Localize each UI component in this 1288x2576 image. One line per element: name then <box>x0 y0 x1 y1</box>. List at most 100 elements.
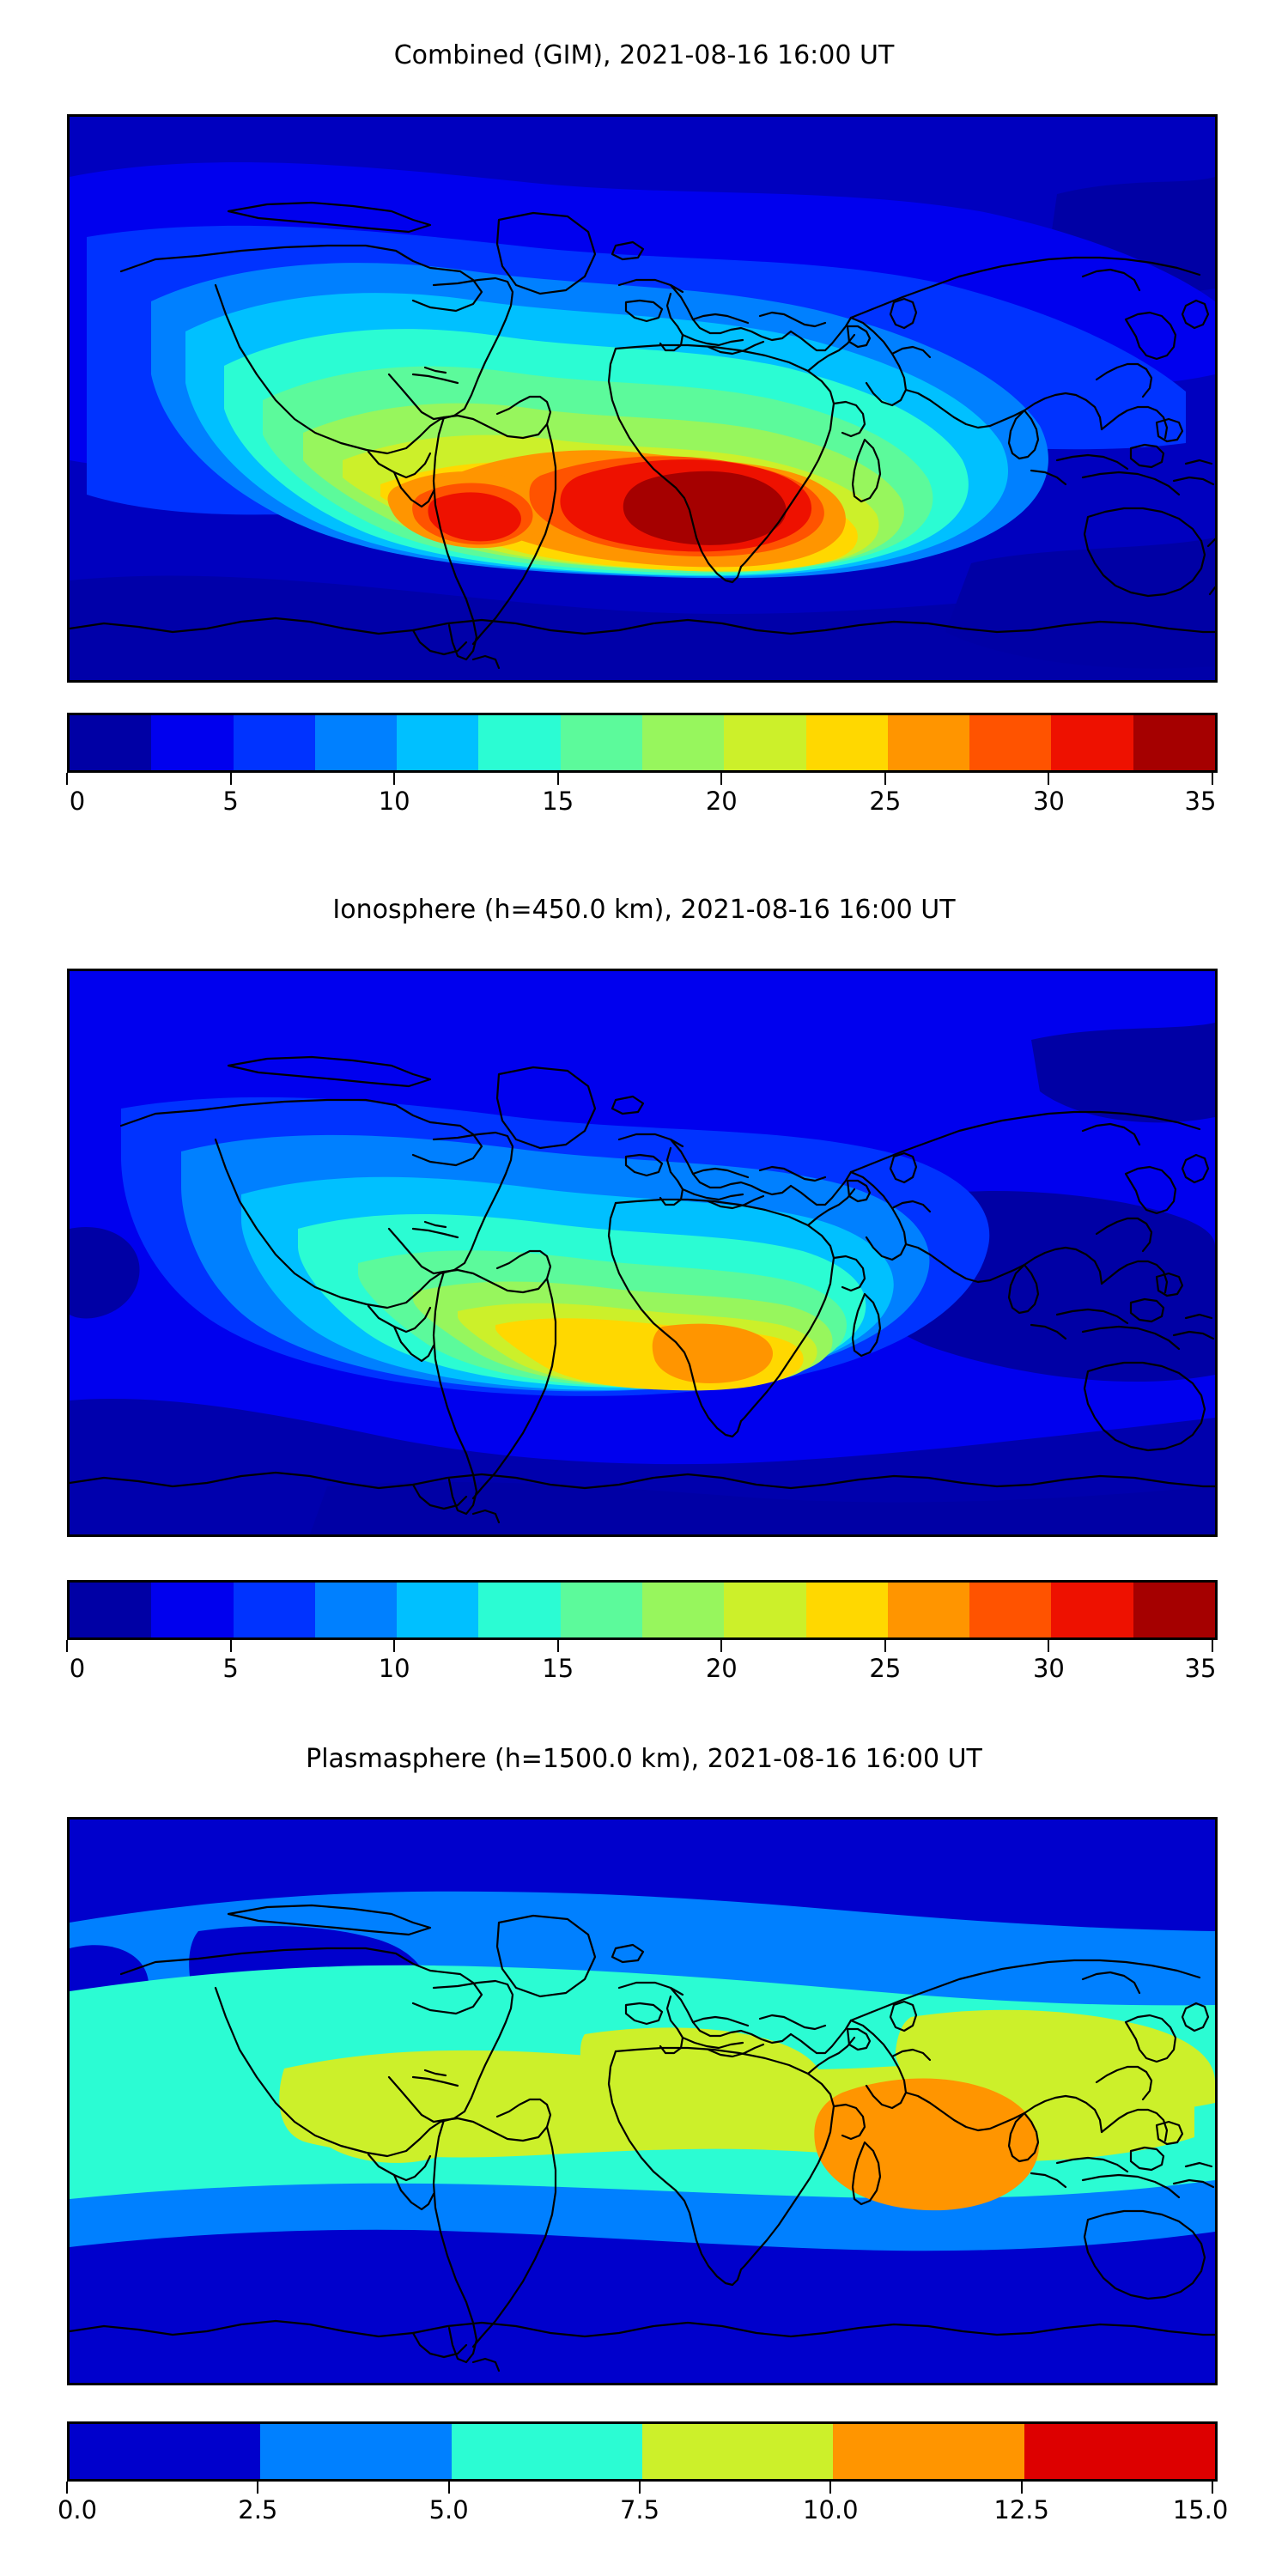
colorbar-segment <box>233 715 315 770</box>
colorbar-tick-label: 0 <box>69 1654 86 1683</box>
colorbar-tick <box>1212 2482 1213 2494</box>
colorbar-tick <box>447 2482 450 2494</box>
colorbar-segment <box>724 715 806 770</box>
colorbar-segment <box>1133 715 1215 770</box>
colorbar-segment <box>451 2424 642 2479</box>
colorbar-segment <box>724 1583 806 1637</box>
colorbar-tick-label: 12.5 <box>993 2495 1049 2524</box>
panel-plasmasphere: Plasmasphere (h=1500.0 km), 2021-08-16 1… <box>0 1745 1288 1774</box>
colorbar-segment <box>397 1583 479 1637</box>
colorbar-tick-label: 15.0 <box>1172 2495 1229 2524</box>
map-plasmasphere <box>67 1817 1218 2385</box>
colorbar-tick-label: 15 <box>542 1654 574 1683</box>
colorbar-segment <box>969 1583 1052 1637</box>
colorbar-tick <box>720 773 723 785</box>
colorbar-tick-label: 35 <box>1184 1654 1217 1683</box>
colorbar-tick-label: 0.0 <box>57 2495 98 2524</box>
colorbar-segment <box>805 1583 888 1637</box>
colorbar-ionosphere-axis: 0 5 10 15 20 25 30 35 <box>64 1640 1217 1688</box>
colorbar-combined-axis: 0 5 10 15 20 25 30 35 <box>64 773 1217 821</box>
colorbar-tick-label: 35 <box>1184 787 1217 816</box>
colorbar-tick <box>720 1640 723 1652</box>
panel-title-plasmasphere: Plasmasphere (h=1500.0 km), 2021-08-16 1… <box>306 1744 982 1774</box>
colorbar-segment <box>478 715 561 770</box>
colorbar-combined-wrap: 0 5 10 15 20 25 30 35 <box>64 713 1218 821</box>
colorbar-tick <box>66 2482 68 2494</box>
colorbar-plasmasphere-wrap: 0.0 2.5 5.0 7.5 10.0 12.5 15.0 <box>58 2421 1228 2530</box>
colorbar-tick <box>884 773 886 785</box>
colorbar-segment <box>233 1583 315 1637</box>
colorbar-segment <box>1024 2424 1215 2479</box>
colorbar-tick <box>393 1640 396 1652</box>
panel-title-ionosphere: Ionosphere (h=450.0 km), 2021-08-16 16:0… <box>332 895 956 925</box>
colorbar-segment <box>969 715 1052 770</box>
map-combined-gim <box>67 114 1218 683</box>
colorbar-tick-label: 5 <box>222 1654 239 1683</box>
colorbar-segment <box>478 1583 561 1637</box>
contour-bands-combined <box>70 162 1215 579</box>
colorbar-tick <box>229 1640 232 1652</box>
colorbar-tick-label: 30 <box>1032 787 1065 816</box>
colorbar-tick <box>1048 773 1050 785</box>
colorbar-tick <box>1048 1640 1050 1652</box>
colorbar-segment <box>887 1583 970 1637</box>
panel-combined-gim: Combined (GIM), 2021-08-16 16:00 UT <box>0 41 1288 70</box>
coastlines-ionosphere <box>70 1055 1215 1524</box>
colorbar-tick-label: 5 <box>222 787 239 816</box>
colorbar-tick-label: 10.0 <box>803 2495 859 2524</box>
colorbar-tick <box>884 1640 886 1652</box>
coastlines-combined <box>70 201 1215 670</box>
colorbar-tick-label: 7.5 <box>619 2495 660 2524</box>
colorbar-segment <box>887 715 970 770</box>
colorbar-segment <box>314 715 398 770</box>
colorbar-tick-label: 15 <box>542 787 574 816</box>
colorbar-ionosphere <box>67 1580 1218 1640</box>
map-svg-plasmasphere <box>70 1820 1215 2383</box>
colorbar-tick-label: 10 <box>378 1654 410 1683</box>
colorbar-tick <box>1020 2482 1023 2494</box>
colorbar-segment <box>1051 1583 1133 1637</box>
colorbar-tick <box>229 773 232 785</box>
colorbar-segment <box>70 1583 152 1637</box>
colorbar-tick <box>639 2482 641 2494</box>
colorbar-segment <box>151 715 234 770</box>
colorbar-tick <box>393 773 396 785</box>
colorbar-tick-label: 25 <box>869 1654 902 1683</box>
colorbar-tick-label: 5.0 <box>428 2495 469 2524</box>
coastlines-plasmasphere <box>70 1904 1215 2372</box>
colorbar-segment <box>260 2424 452 2479</box>
colorbar-segment <box>833 2424 1024 2479</box>
colorbar-tick-label: 25 <box>869 787 902 816</box>
colorbar-tick <box>257 2482 259 2494</box>
colorbar-plasmasphere <box>67 2421 1218 2482</box>
colorbar-ionosphere-wrap: 0 5 10 15 20 25 30 35 <box>64 1580 1218 1688</box>
colorbar-tick <box>1212 773 1213 785</box>
colorbar-segment <box>641 1583 725 1637</box>
colorbar-segment <box>560 715 642 770</box>
colorbar-segment <box>70 715 152 770</box>
contour-bands-ionosphere <box>121 1097 990 1396</box>
colorbar-segment <box>560 1583 642 1637</box>
colorbar-segment <box>1133 1583 1215 1637</box>
colorbar-segment <box>314 1583 398 1637</box>
colorbar-segment <box>1051 715 1133 770</box>
colorbar-segment <box>641 2424 834 2479</box>
panel-title-combined: Combined (GIM), 2021-08-16 16:00 UT <box>393 40 895 70</box>
colorbar-tick-label: 0 <box>69 787 86 816</box>
contour-bands-plasmasphere <box>70 1861 1215 2251</box>
colorbar-tick <box>556 1640 559 1652</box>
colorbar-tick <box>829 2482 832 2494</box>
colorbar-tick-label: 10 <box>378 787 410 816</box>
colorbar-tick-label: 20 <box>705 1654 738 1683</box>
map-svg-combined <box>70 117 1215 680</box>
panel-ionosphere: Ionosphere (h=450.0 km), 2021-08-16 16:0… <box>0 896 1288 925</box>
colorbar-tick-label: 30 <box>1032 1654 1065 1683</box>
colorbar-segment <box>151 1583 234 1637</box>
map-ionosphere <box>67 969 1218 1537</box>
colorbar-tick <box>556 773 559 785</box>
colorbar-segment <box>70 2424 261 2479</box>
colorbar-tick-label: 20 <box>705 787 738 816</box>
colorbar-tick-label: 2.5 <box>238 2495 278 2524</box>
colorbar-tick <box>66 773 68 785</box>
